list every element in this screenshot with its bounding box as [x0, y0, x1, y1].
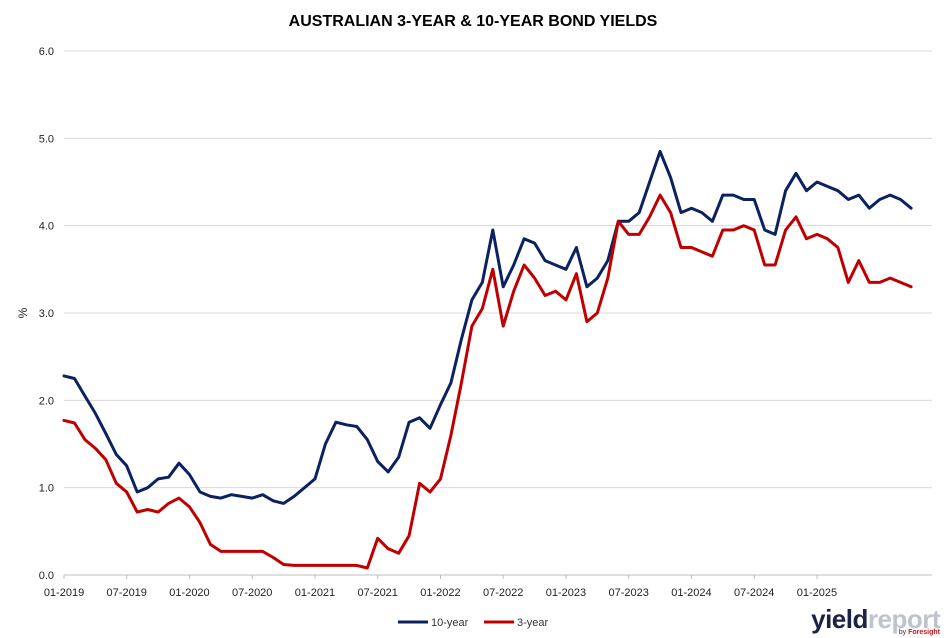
y-tick-label: 4.0 [39, 221, 54, 233]
y-axis-ticks: 0.0 1.0 2.0 3.0 4.0 5.0 6.0 [39, 46, 54, 582]
y-axis-label: % [16, 307, 30, 318]
logo-byline: by Foresight [899, 629, 940, 636]
y-tick-label: 5.0 [39, 133, 54, 145]
chart-title: AUSTRALIAN 3-YEAR & 10-YEAR BOND YIELDS [289, 13, 658, 30]
x-tick-label: 07-2022 [483, 587, 523, 599]
x-axis-ticks: 01-2019 07-2019 01-2020 07-2020 01-2021 07-20… [44, 575, 837, 599]
x-tick-label: 07-2021 [358, 587, 398, 599]
x-tick-label: 07-2020 [232, 587, 272, 599]
logo-yield-text: yield [811, 604, 868, 634]
yieldreport-logo: yieldreport by Foresight [811, 604, 941, 636]
x-tick-label: 01-2021 [295, 587, 335, 599]
x-tick-label: 01-2024 [671, 587, 711, 599]
x-tick-label: 01-2022 [420, 587, 460, 599]
legend: 10-year 3-year [398, 617, 549, 629]
series-layer [62, 149, 913, 570]
x-tick-label: 07-2019 [107, 587, 147, 599]
legend-label: 10-year [431, 617, 469, 629]
x-tick-label: 01-2019 [44, 587, 84, 599]
series-line-3-year [62, 193, 913, 570]
gridlines [64, 50, 932, 576]
x-tick-label: 01-2023 [546, 587, 586, 599]
y-tick-label: 6.0 [39, 46, 54, 58]
x-tick-label: 07-2024 [734, 587, 774, 599]
x-tick-label: 01-2025 [797, 587, 837, 599]
logo-byline-prefix: by [898, 629, 909, 636]
x-tick-label: 01-2020 [169, 587, 209, 599]
series-line-10-year [62, 149, 913, 505]
y-tick-label: 0.0 [39, 570, 54, 582]
y-tick-label: 2.0 [39, 395, 54, 407]
logo-report-text: report [867, 604, 941, 634]
x-tick-label: 07-2023 [609, 587, 649, 599]
y-tick-label: 1.0 [39, 483, 54, 495]
legend-label: 3-year [517, 617, 549, 629]
y-tick-label: 3.0 [39, 308, 54, 320]
logo-byline-brand: Foresight [908, 629, 940, 636]
